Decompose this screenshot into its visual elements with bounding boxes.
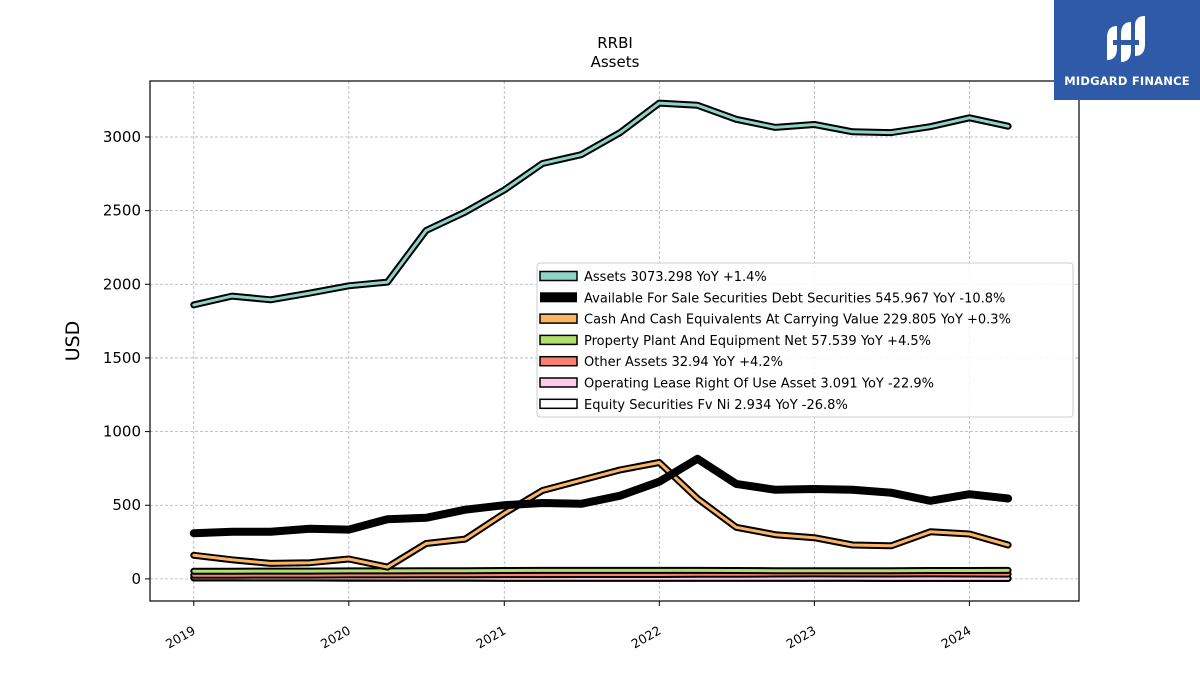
chart-subtitle: Assets	[591, 53, 640, 71]
legend-label: Cash And Cash Equivalents At Carrying Va…	[584, 313, 1011, 328]
y-tick-label: 1000	[103, 423, 141, 441]
legend-swatch	[539, 398, 578, 410]
legend-label: Available For Sale Securities Debt Secur…	[584, 291, 1005, 306]
series-line-2	[190, 459, 1012, 571]
x-tick-label: 2022	[628, 623, 663, 652]
legend-swatch	[539, 355, 578, 367]
series-line-1	[189, 454, 1013, 538]
series-path	[189, 454, 1013, 538]
legend-item: Cash And Cash Equivalents At Carrying Va…	[539, 313, 1011, 328]
legend-label: Equity Securities Fv Ni 2.934 YoY -26.8%	[584, 398, 848, 413]
legend-item: Equity Securities Fv Ni 2.934 YoY -26.8%	[539, 398, 848, 413]
series-line-0	[190, 99, 1012, 309]
chart-title-group: RRBI Assets	[591, 34, 640, 71]
legend-swatch	[540, 292, 577, 303]
plot-area-frame	[149, 80, 1080, 602]
x-tick-label: 2019	[163, 623, 198, 652]
legend-item: Operating Lease Right Of Use Asset 3.091…	[539, 377, 934, 392]
legend-swatch	[539, 377, 578, 388]
y-tick-label: 0	[131, 570, 141, 588]
x-tick-label: 2020	[318, 623, 353, 652]
legend-frame	[536, 262, 1074, 418]
x-tick-label: 2021	[473, 623, 508, 652]
series-lines	[189, 99, 1013, 582]
series-outline	[190, 459, 1012, 571]
x-axis-ticks: 2019 2020 2021 2022 2023 2024	[163, 601, 974, 652]
x-tick-label: 2024	[939, 623, 974, 652]
legend-item: Other Assets 32.94 YoY +4.2%	[539, 355, 783, 370]
legend-swatch	[539, 334, 578, 346]
legend-label: Assets 3073.298 YoY +1.4%	[584, 270, 767, 285]
legend-item: Property Plant And Equipment Net 57.539 …	[539, 334, 931, 349]
legend-item: Available For Sale Securities Debt Secur…	[540, 291, 1005, 306]
series-path	[192, 461, 1010, 569]
legend-item: Assets 3073.298 YoY +1.4%	[539, 270, 767, 285]
legend-swatch	[539, 270, 578, 282]
y-tick-label: 1500	[103, 349, 141, 367]
y-tick-label: 500	[112, 496, 141, 514]
logo-text: MIDGARD FINANCE	[1064, 74, 1190, 88]
y-axis-ticks: 0 500 1000 1500 2000 2500 3000	[103, 128, 150, 588]
y-tick-label: 2000	[103, 275, 141, 293]
y-tick-label: 2500	[103, 202, 141, 220]
y-axis-label: USD	[62, 321, 84, 362]
brand-logo: MIDGARD FINANCE	[1054, 0, 1200, 100]
legend-label: Other Assets 32.94 YoY +4.2%	[584, 355, 783, 370]
legend-label: Operating Lease Right Of Use Asset 3.091…	[584, 377, 934, 392]
chart-title: RRBI	[597, 34, 633, 52]
logo-mark-icon	[1107, 16, 1145, 62]
chart-legend: Assets 3073.298 YoY +1.4% Available For S…	[536, 262, 1074, 418]
legend-label: Property Plant And Equipment Net 57.539 …	[584, 334, 931, 349]
series-line-3	[190, 566, 1012, 575]
legend-swatch	[539, 313, 578, 324]
y-tick-label: 3000	[103, 128, 141, 146]
series-path	[192, 568, 1010, 573]
series-path	[192, 101, 1010, 307]
x-tick-label: 2023	[783, 623, 818, 652]
